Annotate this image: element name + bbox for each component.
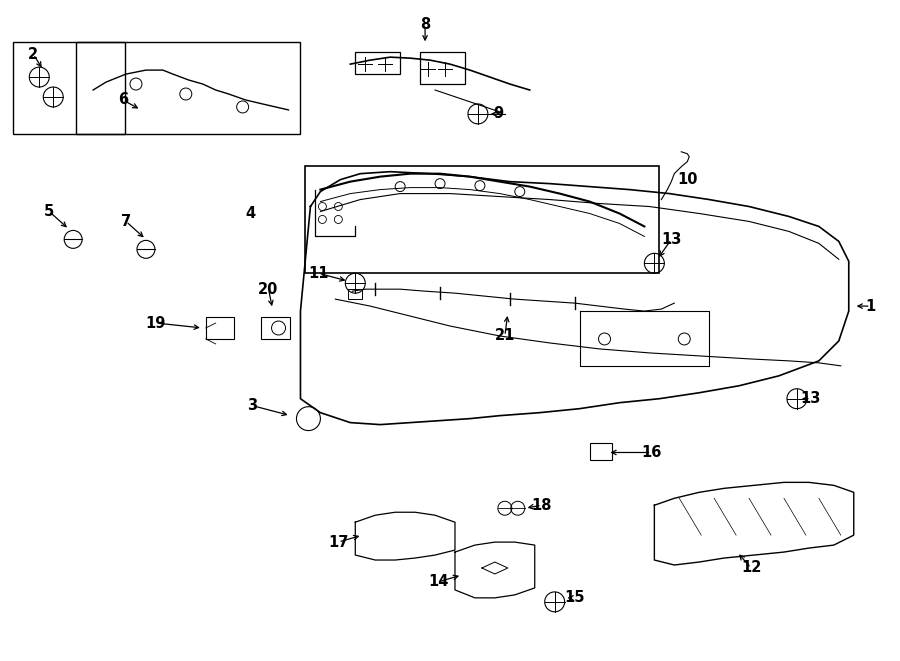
- Text: 13: 13: [801, 391, 821, 407]
- Text: 18: 18: [532, 498, 552, 513]
- Bar: [261, 317, 291, 339]
- Text: 8: 8: [420, 17, 430, 32]
- Bar: [590, 442, 611, 461]
- Text: 2: 2: [28, 47, 39, 61]
- Text: 5: 5: [44, 204, 54, 219]
- Text: 10: 10: [677, 172, 698, 187]
- Text: 15: 15: [564, 590, 585, 605]
- Text: 14: 14: [428, 574, 448, 590]
- Text: 6: 6: [118, 93, 128, 108]
- Text: 7: 7: [121, 214, 131, 229]
- Text: 12: 12: [741, 561, 761, 576]
- Text: 9: 9: [493, 106, 503, 122]
- Text: 16: 16: [641, 445, 662, 460]
- Bar: [206, 317, 234, 339]
- Bar: [76, 42, 301, 134]
- Text: 19: 19: [146, 315, 166, 330]
- Text: 4: 4: [246, 206, 256, 221]
- Bar: [305, 166, 660, 273]
- Bar: [348, 289, 363, 299]
- Text: 13: 13: [662, 232, 681, 247]
- Text: 11: 11: [308, 266, 328, 281]
- Text: 20: 20: [258, 282, 279, 297]
- Text: 21: 21: [495, 329, 515, 344]
- Text: 1: 1: [866, 299, 876, 313]
- Text: 17: 17: [328, 535, 348, 549]
- Text: 3: 3: [248, 398, 257, 413]
- Bar: [14, 42, 125, 134]
